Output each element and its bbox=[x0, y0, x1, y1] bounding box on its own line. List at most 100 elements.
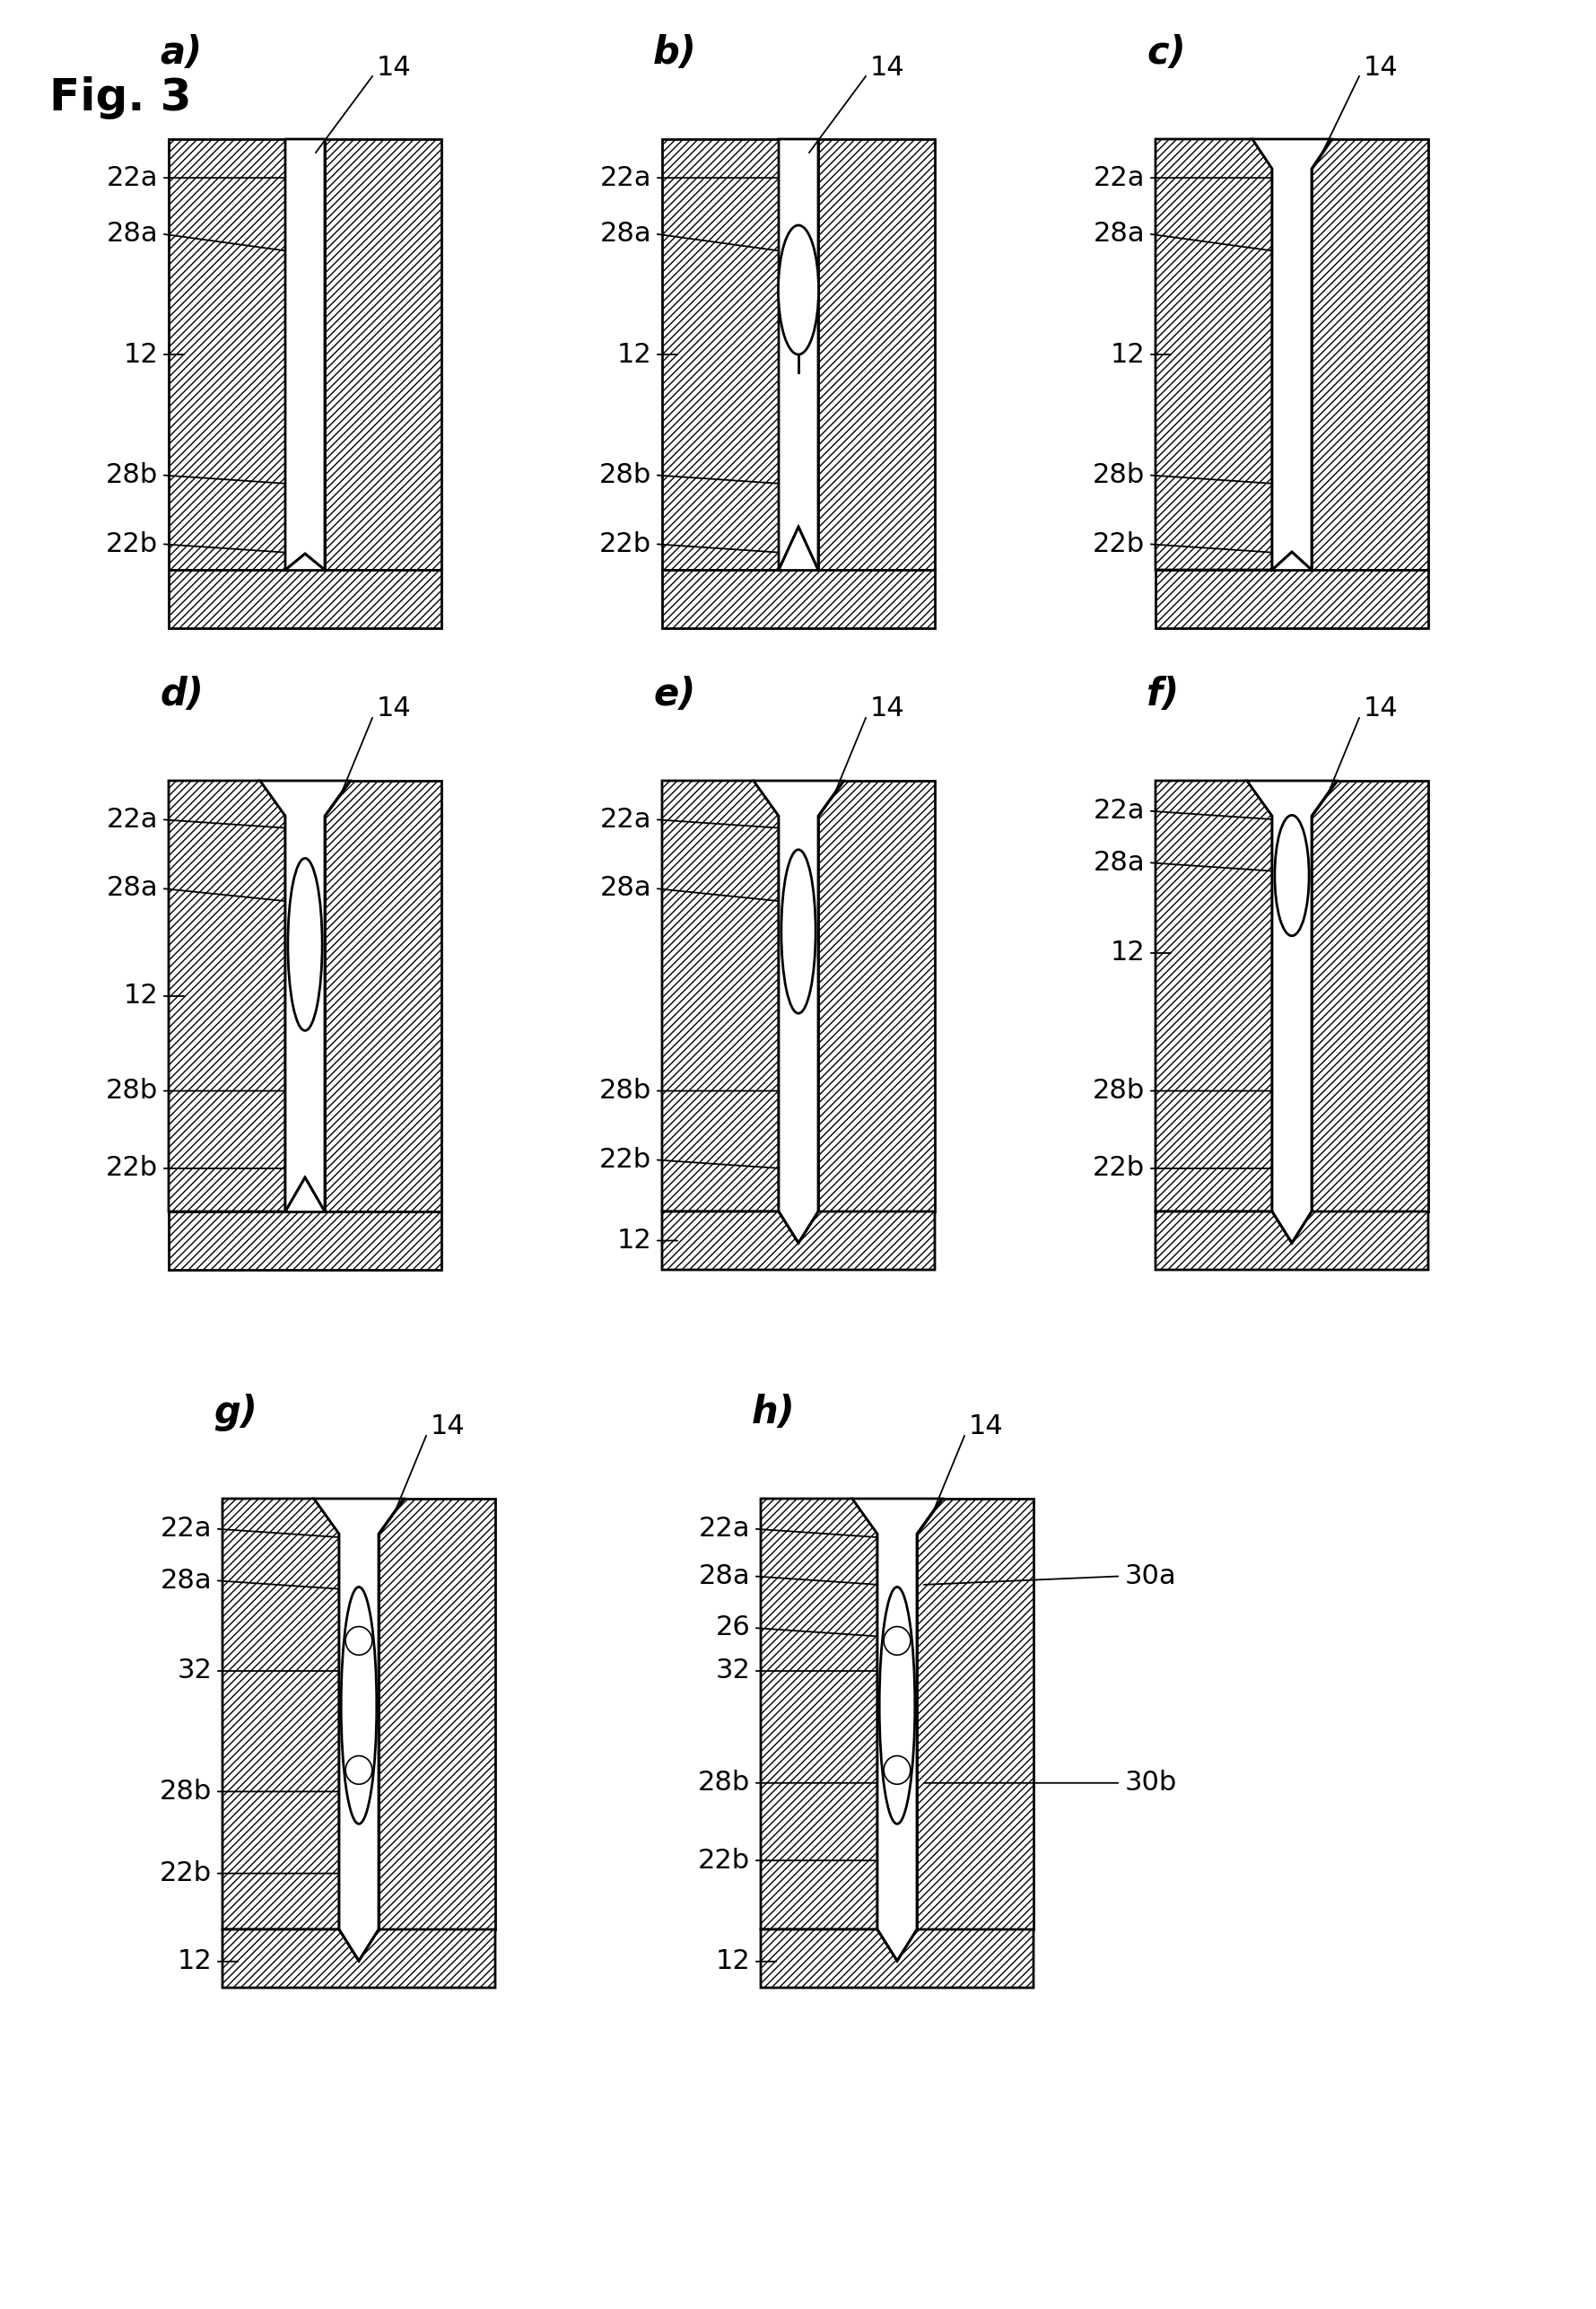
Polygon shape bbox=[753, 780, 843, 1242]
Ellipse shape bbox=[1275, 815, 1309, 935]
Text: 22a: 22a bbox=[600, 164, 651, 192]
Ellipse shape bbox=[342, 1586, 377, 1824]
Polygon shape bbox=[314, 1499, 404, 1960]
Polygon shape bbox=[1246, 780, 1337, 1242]
Text: 22a: 22a bbox=[1093, 799, 1144, 824]
Polygon shape bbox=[779, 139, 819, 570]
Ellipse shape bbox=[884, 1626, 910, 1656]
Polygon shape bbox=[662, 780, 779, 1212]
Text: 28a: 28a bbox=[160, 1568, 212, 1593]
Text: 14: 14 bbox=[1363, 695, 1398, 723]
Polygon shape bbox=[222, 1499, 338, 1930]
Polygon shape bbox=[324, 139, 442, 570]
Polygon shape bbox=[222, 1930, 495, 1988]
Text: 22b: 22b bbox=[105, 1154, 158, 1182]
Polygon shape bbox=[169, 570, 442, 628]
Ellipse shape bbox=[884, 1755, 910, 1785]
Text: 12: 12 bbox=[1109, 940, 1144, 965]
Ellipse shape bbox=[782, 850, 816, 1014]
Text: 22b: 22b bbox=[105, 531, 158, 556]
Text: 28b: 28b bbox=[697, 1771, 750, 1796]
Polygon shape bbox=[916, 1499, 1034, 1930]
Text: 12: 12 bbox=[123, 984, 158, 1009]
Polygon shape bbox=[662, 1212, 935, 1270]
Text: c): c) bbox=[1146, 35, 1186, 72]
Text: 32: 32 bbox=[177, 1658, 212, 1683]
Polygon shape bbox=[662, 570, 935, 628]
Text: 28b: 28b bbox=[1093, 1078, 1144, 1104]
Text: h): h) bbox=[752, 1395, 795, 1432]
Text: 28b: 28b bbox=[105, 462, 158, 487]
Polygon shape bbox=[662, 139, 779, 570]
Text: 28a: 28a bbox=[600, 222, 651, 247]
Polygon shape bbox=[260, 780, 350, 1212]
Text: 14: 14 bbox=[377, 55, 412, 81]
Text: 14: 14 bbox=[969, 1413, 1004, 1441]
Text: 28b: 28b bbox=[598, 462, 651, 487]
Polygon shape bbox=[761, 1499, 878, 1930]
Text: 22a: 22a bbox=[1093, 164, 1144, 192]
Text: 28a: 28a bbox=[699, 1563, 750, 1589]
Text: 12: 12 bbox=[715, 1949, 750, 1974]
Polygon shape bbox=[324, 780, 442, 1212]
Polygon shape bbox=[169, 1212, 442, 1270]
Text: 14: 14 bbox=[870, 55, 905, 81]
Ellipse shape bbox=[779, 226, 819, 356]
Ellipse shape bbox=[879, 1586, 915, 1824]
Polygon shape bbox=[1156, 139, 1272, 570]
Text: 28a: 28a bbox=[600, 875, 651, 901]
Text: 12: 12 bbox=[1109, 342, 1144, 367]
Polygon shape bbox=[819, 780, 935, 1212]
Polygon shape bbox=[1156, 570, 1428, 628]
Text: 14: 14 bbox=[431, 1413, 466, 1441]
Text: 14: 14 bbox=[1363, 55, 1398, 81]
Text: 12: 12 bbox=[616, 1228, 651, 1254]
Polygon shape bbox=[1156, 1212, 1428, 1270]
Text: 12: 12 bbox=[123, 342, 158, 367]
Text: 28b: 28b bbox=[598, 1078, 651, 1104]
Text: 22b: 22b bbox=[598, 1148, 651, 1173]
Text: 14: 14 bbox=[377, 695, 412, 723]
Text: 28a: 28a bbox=[1093, 222, 1144, 247]
Text: d): d) bbox=[160, 677, 203, 713]
Text: 12: 12 bbox=[616, 342, 651, 367]
Text: a): a) bbox=[160, 35, 203, 72]
Text: 22b: 22b bbox=[1093, 1154, 1144, 1182]
Text: 22a: 22a bbox=[600, 806, 651, 834]
Text: 30a: 30a bbox=[1125, 1563, 1176, 1589]
Polygon shape bbox=[169, 139, 286, 570]
Polygon shape bbox=[852, 1499, 942, 1960]
Text: 26: 26 bbox=[715, 1614, 750, 1642]
Text: 22a: 22a bbox=[107, 164, 158, 192]
Text: 22b: 22b bbox=[1093, 531, 1144, 556]
Ellipse shape bbox=[345, 1755, 372, 1785]
Text: 22a: 22a bbox=[699, 1515, 750, 1542]
Polygon shape bbox=[378, 1499, 495, 1930]
Text: 28b: 28b bbox=[105, 1078, 158, 1104]
Polygon shape bbox=[1253, 139, 1331, 570]
Polygon shape bbox=[1312, 139, 1428, 570]
Text: 30b: 30b bbox=[1125, 1771, 1178, 1796]
Text: 12: 12 bbox=[177, 1949, 212, 1974]
Ellipse shape bbox=[345, 1626, 372, 1656]
Text: 22b: 22b bbox=[697, 1847, 750, 1873]
Text: 22b: 22b bbox=[598, 531, 651, 556]
Text: 22a: 22a bbox=[107, 806, 158, 834]
Text: 28a: 28a bbox=[1093, 850, 1144, 875]
Text: 22b: 22b bbox=[160, 1861, 212, 1886]
Text: 28a: 28a bbox=[107, 875, 158, 901]
Text: e): e) bbox=[653, 677, 696, 713]
Text: 28b: 28b bbox=[160, 1778, 212, 1806]
Text: 22a: 22a bbox=[160, 1515, 212, 1542]
Text: f): f) bbox=[1146, 677, 1179, 713]
Text: 14: 14 bbox=[870, 695, 905, 723]
Polygon shape bbox=[169, 780, 286, 1212]
Text: 32: 32 bbox=[715, 1658, 750, 1683]
Polygon shape bbox=[819, 139, 935, 570]
Polygon shape bbox=[1156, 780, 1272, 1212]
Text: Fig. 3: Fig. 3 bbox=[49, 76, 192, 120]
Text: 28b: 28b bbox=[1093, 462, 1144, 487]
Polygon shape bbox=[286, 139, 324, 570]
Polygon shape bbox=[761, 1930, 1034, 1988]
Polygon shape bbox=[1312, 780, 1428, 1212]
